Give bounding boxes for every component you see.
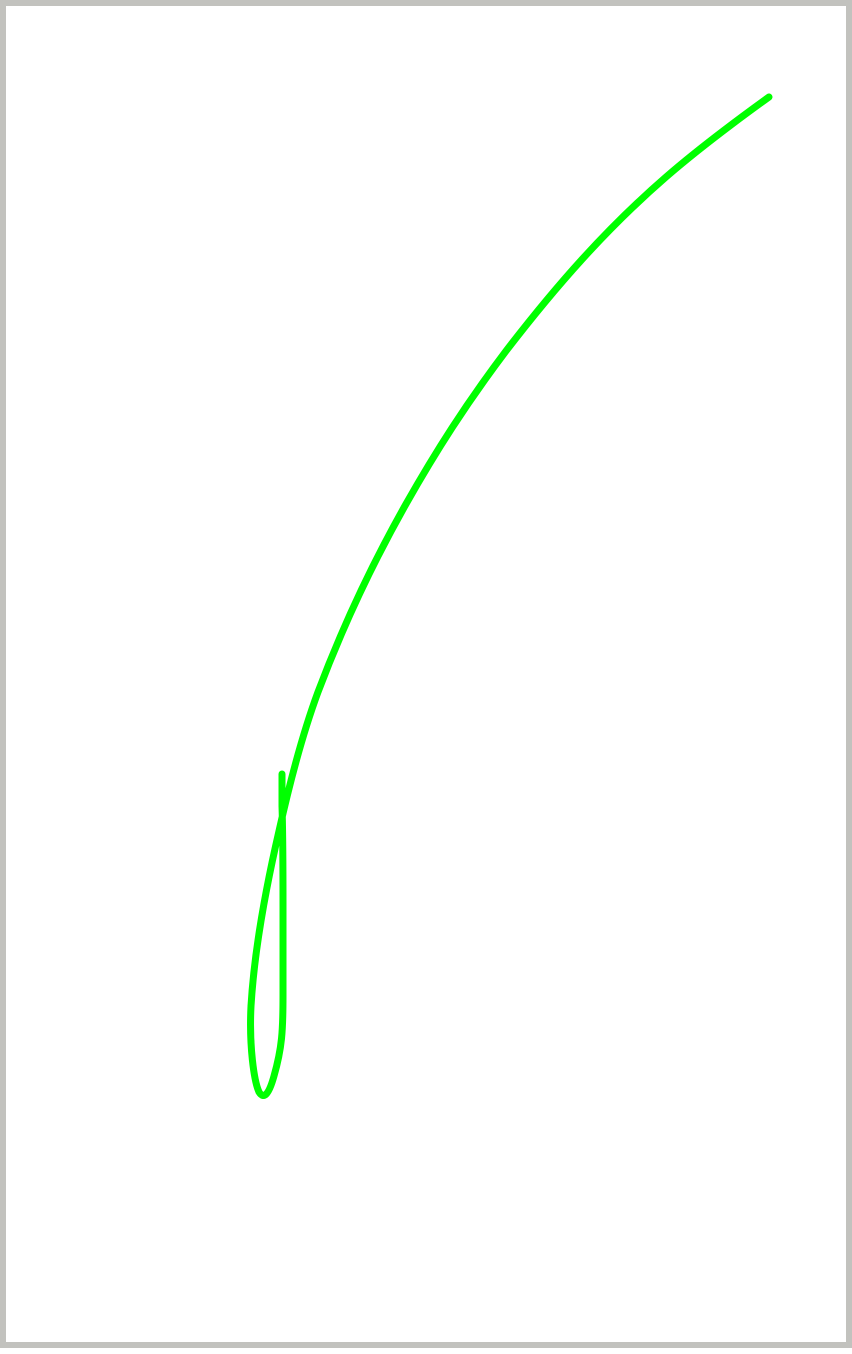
freehand-stroke <box>247 93 773 1099</box>
drawing-surface <box>247 93 773 1099</box>
